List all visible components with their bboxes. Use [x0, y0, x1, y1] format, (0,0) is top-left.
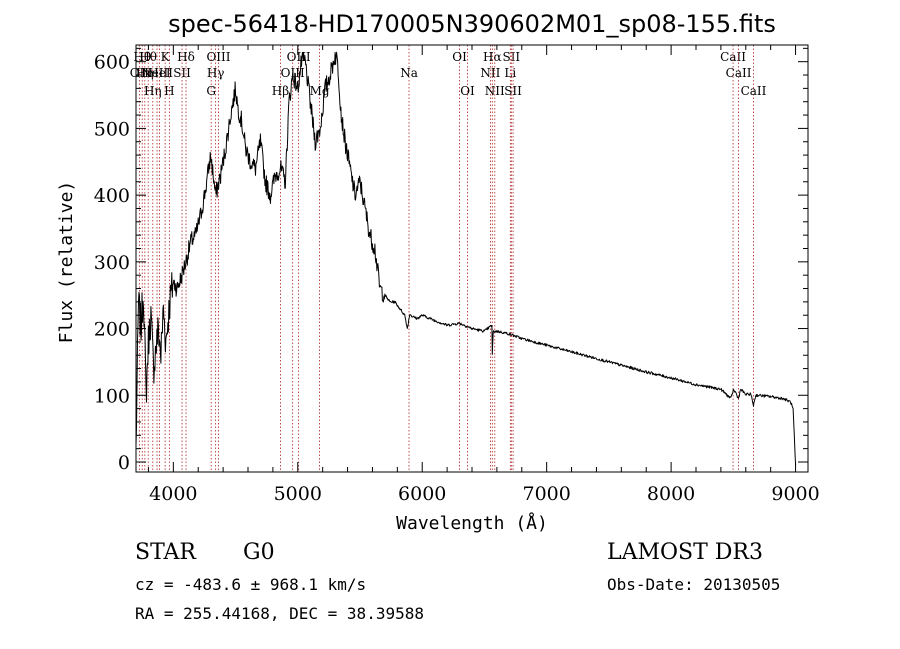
survey-name: LAMOST DR3	[607, 540, 763, 565]
spectral-line-label: OIII	[287, 50, 311, 64]
spectral-line-label: OII	[130, 66, 150, 80]
y-tick-label: 400	[94, 185, 130, 207]
spectral-line-label: CaII	[726, 66, 752, 80]
y-tick-label: 0	[118, 452, 130, 474]
spectral-line-label: Hη	[144, 84, 162, 98]
x-tick-label: 9000	[771, 483, 819, 505]
y-axis-label: Flux (relative)	[56, 181, 77, 344]
y-tick-label: 500	[94, 118, 130, 140]
object-class: STAR	[135, 540, 196, 565]
spectral-line-label: HeI	[148, 66, 171, 80]
spectral-line-label: Hη	[136, 66, 154, 80]
spectral-line-label: SII	[502, 50, 520, 64]
spectral-line-label: SII	[504, 84, 522, 98]
spectral-line-label: Hδ	[177, 50, 195, 64]
plot-frame	[135, 44, 809, 473]
spectral-line-label: Hθ	[133, 50, 151, 64]
spectral-line-label: Hγ	[207, 66, 225, 80]
obs-date-readout: Obs-Date: 20130505	[607, 575, 781, 594]
y-tick-label: 600	[94, 52, 130, 74]
x-tick-label: 6000	[398, 483, 446, 505]
spectral-line-label: NII	[485, 84, 505, 98]
spectral-line-label: Hβ	[272, 84, 289, 98]
spectral-line-label: OI	[452, 50, 467, 64]
spectral-line-label: K	[161, 50, 171, 64]
chart-title: spec-56418-HD170005N390602M01_sp08-155.f…	[168, 10, 776, 38]
spectral-line-label: CaII	[720, 50, 746, 64]
x-axis-label: Wavelength (Å)	[396, 512, 548, 534]
spectral-line-label: Li	[504, 66, 516, 80]
redshift-readout: cz = -483.6 ± 968.1 km/s	[135, 575, 367, 594]
spectrum-series	[135, 51, 797, 466]
spectrum-line	[135, 51, 797, 466]
spectral-line-label: OIII	[206, 50, 230, 64]
x-tick-label: 5000	[274, 483, 322, 505]
x-tick-label: 7000	[522, 483, 570, 505]
axis-ticks: 4000 5000 6000 7000 8000 9000 0 100 200 300 400 500…	[94, 45, 820, 505]
spectral-line-label: G	[206, 84, 216, 98]
spectral-line-label: SII	[173, 66, 191, 80]
spectral-line-markers: OIIHθHηHθHηNeIIIHeIKHSIIHδGHγOIIIHβOIIIO…	[130, 45, 767, 472]
coordinates-readout: RA = 255.44168, DEC = 38.39588	[135, 604, 424, 623]
spectral-line-label: Na	[400, 66, 418, 80]
x-tick-label: 8000	[647, 483, 695, 505]
y-tick-label: 300	[94, 252, 130, 274]
spectral-line-label: NII	[480, 66, 500, 80]
x-tick-label: 4000	[149, 483, 197, 505]
y-tick-label: 200	[94, 319, 130, 341]
spectral-line-label: H	[164, 84, 174, 98]
spectral-line-label: CaII	[741, 84, 767, 98]
spectral-line-label: Hα	[483, 50, 502, 64]
spectral-line-label: OI	[460, 84, 475, 98]
y-tick-label: 100	[94, 385, 130, 407]
object-subclass: G0	[243, 540, 275, 565]
